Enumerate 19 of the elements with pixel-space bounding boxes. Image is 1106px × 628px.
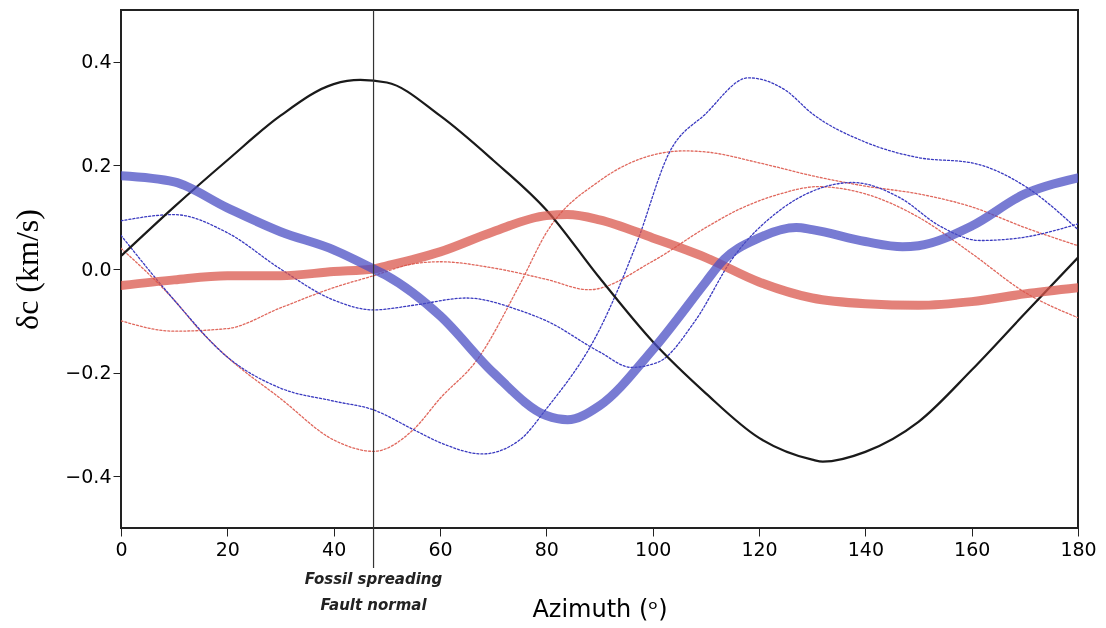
x-tick-label: 180 <box>1060 537 1097 560</box>
x-tick-label: 120 <box>741 537 778 560</box>
y-axis-title: δc (km/s) <box>9 209 46 330</box>
x-tick-label: 60 <box>428 537 453 560</box>
ref-line-label: Fossil spreading Fault normal <box>304 570 443 614</box>
x-tick-label: 20 <box>215 537 240 560</box>
y-tick-label: 0.0 <box>81 257 112 280</box>
x-tick-label: 100 <box>635 537 672 560</box>
line-series <box>121 150 1078 452</box>
y-tick-label: 0.2 <box>81 153 112 176</box>
x-tick-label: 140 <box>847 537 884 560</box>
x-axis-title: Azimuth (ᵒ) <box>532 594 668 623</box>
y-tick-label: 0.4 <box>81 50 112 73</box>
x-tick-label: 80 <box>534 537 559 560</box>
y-tick-label: −0.4 <box>65 464 112 487</box>
y-tick-label: −0.2 <box>65 361 112 384</box>
x-tick-label: 0 <box>115 537 128 560</box>
x-tick-label: 160 <box>954 537 991 560</box>
x-tick-label: 40 <box>322 537 347 560</box>
